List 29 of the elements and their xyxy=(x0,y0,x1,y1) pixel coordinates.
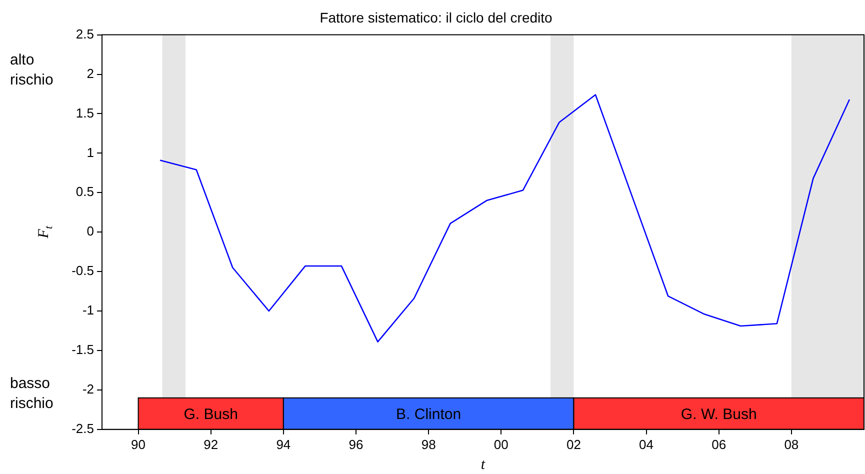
x-tick-label: 06 xyxy=(712,436,726,452)
x-axis-title: t xyxy=(480,456,486,473)
y-axis-title: Ft xyxy=(36,225,55,240)
x-tick-label: 02 xyxy=(566,436,581,452)
band-label: G. W. Bush xyxy=(680,406,757,423)
x-tick-label: 90 xyxy=(131,436,146,452)
x-tick-label: 00 xyxy=(494,436,508,452)
y-tick-label: -2 xyxy=(82,382,94,397)
text: basso rischio xyxy=(10,375,54,412)
y-tick-label: 2.5 xyxy=(76,26,94,42)
y-tick-label: 0 xyxy=(86,224,94,239)
band-label: G. Bush xyxy=(184,406,238,423)
x-tick-label: 94 xyxy=(276,436,291,452)
x-tick-label: 96 xyxy=(348,436,364,452)
band-label: B. Clinton xyxy=(396,406,462,423)
x-tick-label: 04 xyxy=(639,436,654,452)
chart-title: Fattore sistematico: il ciclo del credito xyxy=(320,9,553,26)
y-tick-label: -0.5 xyxy=(72,263,94,278)
x-tick-label: 98 xyxy=(421,436,436,452)
y-tick-label: -2.5 xyxy=(72,420,94,436)
y-tick-label: 2 xyxy=(86,66,94,81)
y-tick-label: -1.5 xyxy=(72,342,94,358)
y-tick-label: -1 xyxy=(82,302,94,318)
x-tick-label: 08 xyxy=(784,436,799,452)
y-tick-label: 0.5 xyxy=(76,184,94,200)
y-tick-label: 1.5 xyxy=(76,105,94,120)
y-tick-label: 1 xyxy=(86,144,94,160)
x-tick-label: 92 xyxy=(204,436,218,452)
text: alto rischio xyxy=(10,51,54,88)
